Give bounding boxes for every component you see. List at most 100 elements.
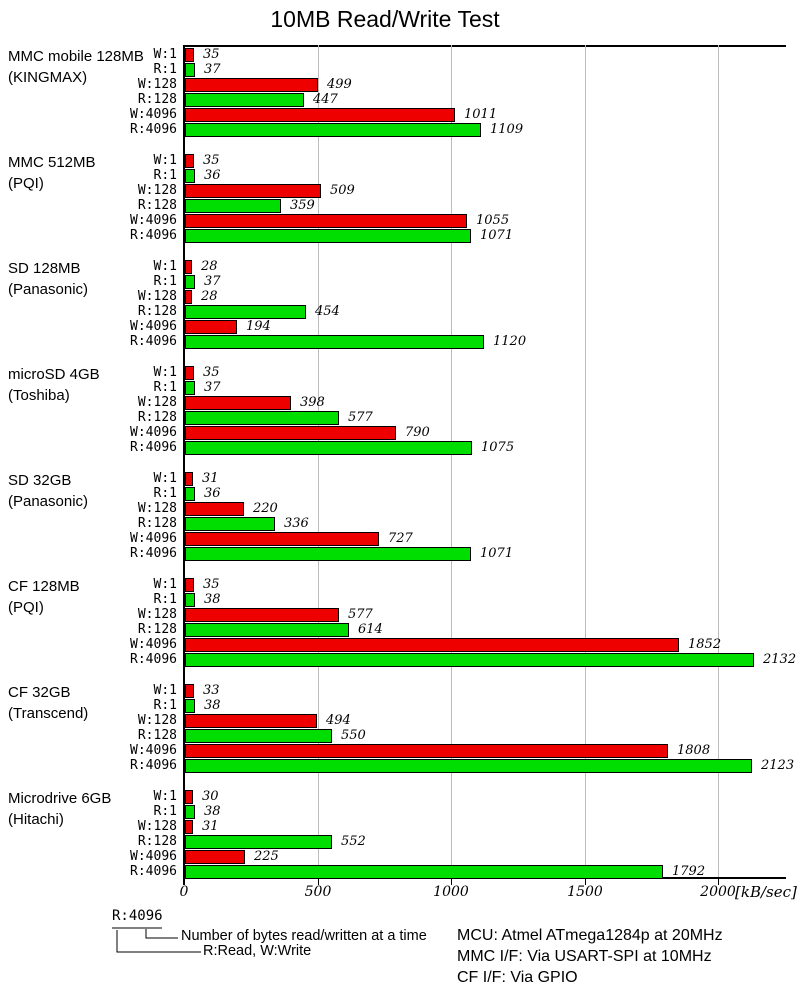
bar-value-label: 35 (203, 153, 220, 168)
row-label: W:128 (137, 183, 177, 198)
write-bar (185, 472, 193, 486)
bar-value-label: 614 (358, 622, 383, 637)
read-bar (185, 305, 306, 319)
bar-value-label: 1055 (476, 213, 510, 228)
write-bar (185, 108, 455, 122)
bar-row: W:1 30 (154, 790, 800, 804)
bar-row: R:4096 1071 (130, 228, 800, 243)
bar-value-label: 1071 (480, 546, 514, 561)
bar-row: R:128 359 (138, 198, 800, 213)
row-label: W:4096 (130, 213, 177, 228)
row-label: R:1 (153, 804, 177, 819)
legend-example-label: R:4096 (112, 908, 163, 924)
bar-row: R:4096 2123 (130, 759, 800, 773)
bar-value-label: 35 (203, 47, 220, 62)
footnote-cf-if: CF I/F: Via GPIO (457, 969, 578, 986)
bar-value-label: 398 (300, 395, 325, 410)
bar-value-label: 1808 (677, 743, 711, 758)
bar-row: R:1 37 (154, 62, 800, 77)
bar-rows: W:1 30 R:1 38 W:128 31 R:128 552 W:4096 225 R:4096… (130, 790, 800, 880)
bar-rows: W:1 31 R:1 36 W:128 220 R:128 336 W:4096 727 R:409… (130, 472, 800, 562)
write-bar (185, 426, 396, 440)
bar-value-label: 37 (204, 62, 221, 77)
row-label: R:128 (137, 516, 177, 531)
bar-value-label: 38 (204, 804, 221, 819)
read-bar (185, 805, 195, 819)
write-bar (185, 714, 317, 728)
bar-row: W:128 499 (138, 78, 800, 92)
bar-row: R:4096 1120 (130, 335, 800, 349)
write-bar (185, 184, 321, 198)
bar-row: W:4096 790 (130, 426, 800, 440)
bar-value-label: 1071 (480, 228, 514, 243)
write-bar (185, 684, 194, 698)
row-label: R:1 (153, 274, 177, 289)
bar-value-label: 577 (348, 410, 373, 425)
read-bar (185, 593, 195, 607)
row-label: W:128 (137, 395, 177, 410)
bar-value-label: 1792 (672, 864, 706, 879)
device-label: SD 32GB (Panasonic) (8, 472, 89, 510)
row-label: W:1 (153, 259, 177, 274)
y-axis-line (183, 45, 185, 885)
row-label: W:4096 (130, 531, 177, 546)
legend-bytes-note: Number of bytes read/written at a time (181, 928, 427, 944)
row-label: W:4096 (130, 743, 177, 758)
write-bar (185, 366, 194, 380)
bar-row: R:1 36 (154, 487, 800, 501)
row-label: R:1 (153, 380, 177, 395)
read-bar (185, 653, 754, 667)
device-label: MMC mobile 128MB (KINGMAX) (8, 48, 144, 86)
write-bar (185, 214, 467, 228)
read-bar (185, 441, 472, 455)
row-label: W:4096 (130, 425, 177, 440)
bar-row: R:4096 2132 (130, 653, 800, 667)
bar-row: W:128 31 (138, 819, 800, 834)
device-label: MMC 512MB (PQI) (8, 154, 96, 192)
row-label: R:128 (137, 834, 177, 849)
bar-value-label: 454 (315, 304, 340, 319)
row-label: W:128 (137, 607, 177, 622)
read-bar (185, 199, 281, 213)
write-bar (185, 78, 318, 92)
bar-row: W:4096 727 (130, 532, 800, 546)
bar-row: W:1 35 (154, 577, 800, 592)
tick-label-2000: 2000 (700, 884, 736, 900)
bar-row: R:128 577 (138, 410, 800, 425)
write-bar (185, 608, 339, 622)
bar-rows: W:1 28 R:1 37 W:128 28 R:128 454 W:4096 194 R:4096… (130, 260, 800, 350)
row-label: R:128 (137, 410, 177, 425)
footnote-mcu: MCU: Atmel ATmega1284p at 20MHz (457, 927, 723, 944)
read-bar (185, 517, 275, 531)
bar-value-label: 35 (203, 577, 220, 592)
read-bar (185, 487, 195, 501)
row-label: R:4096 (130, 546, 177, 561)
bar-value-label: 577 (348, 607, 373, 622)
bar-value-label: 37 (204, 274, 221, 289)
bar-row: R:1 36 (154, 169, 800, 183)
bar-value-label: 37 (204, 380, 221, 395)
bar-row: W:128 494 (138, 714, 800, 728)
bar-row: R:128 454 (138, 304, 800, 319)
tick-label-0: 0 (179, 884, 189, 900)
row-label: R:1 (153, 592, 177, 607)
device-label: CF 32GB (Transcend) (8, 684, 89, 722)
device-label: SD 128MB (Panasonic) (8, 260, 89, 298)
bar-value-label: 38 (204, 592, 221, 607)
bar-row: W:4096 194 (130, 319, 800, 334)
tickmark-2000 (718, 879, 719, 885)
read-bar (185, 335, 484, 349)
tick-label-500: 500 (304, 884, 332, 900)
bar-row: W:1 35 (154, 366, 800, 380)
read-bar (185, 699, 195, 713)
write-bar (185, 578, 194, 592)
bar-value-label: 359 (290, 198, 315, 213)
row-label: W:4096 (130, 319, 177, 334)
bar-row: W:4096 225 (130, 850, 800, 864)
row-label: W:1 (153, 153, 177, 168)
bar-row: W:128 220 (138, 502, 800, 516)
bar-value-label: 194 (246, 319, 271, 334)
bar-value-label: 28 (201, 289, 218, 304)
bar-value-label: 31 (202, 819, 219, 834)
